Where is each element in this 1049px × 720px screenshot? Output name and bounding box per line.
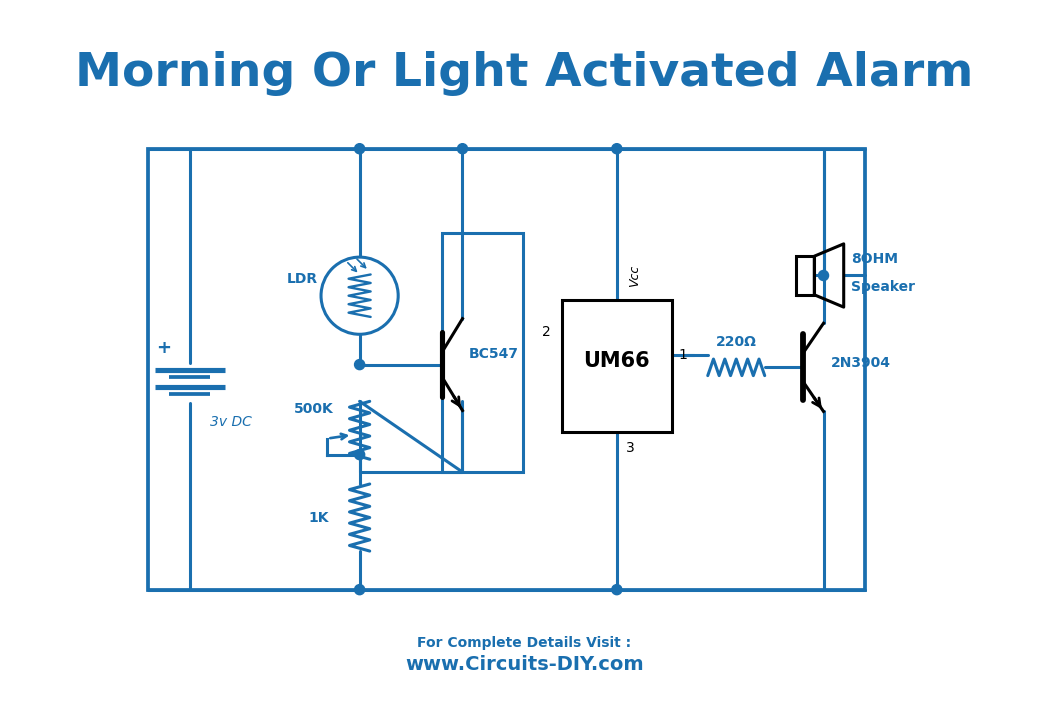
Text: Speaker: Speaker — [851, 280, 915, 294]
Text: 2: 2 — [542, 325, 551, 339]
Text: 1: 1 — [679, 348, 687, 362]
Circle shape — [457, 144, 468, 154]
Circle shape — [612, 585, 622, 595]
Text: 3: 3 — [626, 441, 635, 455]
Circle shape — [355, 144, 365, 154]
Text: BC547: BC547 — [469, 346, 518, 361]
Text: 500K: 500K — [294, 402, 334, 415]
Text: UM66: UM66 — [583, 351, 650, 372]
Text: +: + — [156, 339, 171, 357]
Text: 1K: 1K — [308, 510, 328, 525]
Circle shape — [612, 144, 622, 154]
Text: For Complete Details Visit :: For Complete Details Visit : — [418, 636, 631, 650]
Bar — [561, 300, 672, 432]
Bar — [443, 233, 523, 472]
Circle shape — [355, 449, 365, 459]
Text: 8OHM: 8OHM — [851, 252, 898, 266]
Text: 2N3904: 2N3904 — [831, 356, 891, 370]
Text: LDR: LDR — [287, 272, 318, 286]
Bar — [148, 149, 864, 590]
Circle shape — [818, 271, 829, 281]
Text: Vcc: Vcc — [628, 264, 641, 287]
Circle shape — [355, 585, 365, 595]
Circle shape — [355, 359, 365, 369]
Text: 3v DC: 3v DC — [210, 415, 252, 428]
Circle shape — [321, 257, 399, 334]
Text: 220Ω: 220Ω — [715, 335, 756, 349]
Bar — [796, 256, 814, 294]
Text: Morning Or Light Activated Alarm: Morning Or Light Activated Alarm — [76, 51, 973, 96]
Text: www.Circuits-DIY.com: www.Circuits-DIY.com — [405, 655, 644, 675]
